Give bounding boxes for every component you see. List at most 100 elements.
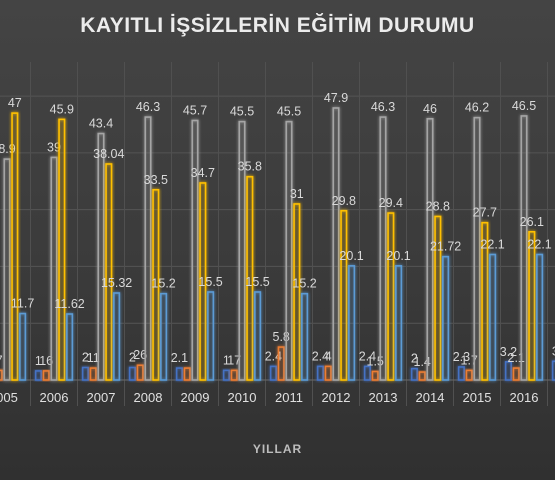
- bar: [230, 369, 238, 381]
- bar: [175, 367, 183, 381]
- data-label: 46.5: [512, 99, 536, 113]
- data-label: 29.4: [379, 196, 403, 210]
- bar: [191, 119, 199, 381]
- data-label: 2: [411, 352, 418, 366]
- bar: [465, 369, 473, 381]
- data-label: 1: [223, 353, 230, 367]
- bar: [113, 292, 121, 381]
- data-label: 20.1: [339, 249, 363, 263]
- bar: [316, 365, 324, 381]
- x-tick-label: 005: [0, 390, 18, 405]
- bar: [254, 291, 262, 381]
- data-label: 2: [129, 351, 136, 365]
- bar: [136, 364, 144, 381]
- x-tick-label: 2016: [510, 390, 539, 405]
- data-label: 45.5: [277, 105, 301, 119]
- data-label: 38.04: [93, 147, 124, 161]
- data-label: 16: [39, 354, 53, 368]
- x-tick-label: 2010: [228, 390, 257, 405]
- bar: [42, 370, 50, 381]
- bar: [277, 346, 285, 381]
- bar: [105, 163, 113, 381]
- data-label: 15.5: [245, 275, 269, 289]
- data-label: 27.7: [473, 206, 497, 220]
- data-label: 8.9: [0, 142, 16, 156]
- bar: [285, 120, 293, 381]
- bar: [97, 132, 105, 381]
- x-tick-label: 2015: [463, 390, 492, 405]
- x-tick-label: 2007: [87, 390, 116, 405]
- x-tick-label: 2006: [40, 390, 69, 405]
- data-label: 5.8: [273, 330, 290, 344]
- bar: [293, 203, 301, 381]
- data-label: 33.5: [144, 173, 168, 187]
- bar: [551, 360, 555, 381]
- bar: [0, 369, 3, 381]
- x-tick-label: 2009: [181, 390, 210, 405]
- bar: [11, 112, 19, 381]
- data-label: 17: [227, 353, 241, 367]
- data-label: 26: [133, 348, 147, 362]
- bar: [66, 313, 74, 381]
- data-label: 47: [8, 96, 22, 110]
- bar: [457, 366, 465, 381]
- data-label: 39: [47, 140, 61, 154]
- chart-title: KAYITLI İŞSİZLERİN EĞİTİM DURUMU: [80, 14, 475, 37]
- bar: [473, 116, 481, 381]
- bar: [3, 158, 11, 381]
- data-label: 2.4: [265, 349, 282, 363]
- bar: [410, 367, 418, 381]
- bar: [160, 292, 168, 381]
- x-axis-title: YILLAR: [252, 442, 303, 456]
- data-label: 28.8: [426, 199, 450, 213]
- data-label: 1.7: [461, 353, 478, 367]
- data-label: 47.9: [324, 91, 348, 105]
- data-label: 20.1: [386, 249, 410, 263]
- bar: [58, 118, 66, 381]
- bar: [434, 215, 442, 381]
- x-tick-label: 2012: [322, 390, 351, 405]
- data-label: 1: [35, 354, 42, 368]
- data-label: 3.2: [500, 345, 517, 359]
- data-label: 21.72: [430, 240, 461, 254]
- bar: [504, 361, 512, 381]
- data-label: 35.8: [238, 160, 262, 174]
- data-label: 4: [325, 349, 332, 363]
- x-tick-label: 2008: [134, 390, 163, 405]
- bar: [395, 265, 403, 381]
- data-label: 2.1: [171, 351, 188, 365]
- bar: [207, 291, 215, 381]
- bar: [128, 366, 136, 381]
- bar: [387, 212, 395, 381]
- bar: [520, 115, 528, 381]
- bar: [536, 253, 544, 381]
- bar: [199, 182, 207, 381]
- bar: [246, 175, 254, 381]
- bar: [418, 371, 426, 381]
- data-label: 11.62: [54, 297, 84, 311]
- data-label: 11: [87, 351, 100, 365]
- bar: [222, 369, 230, 381]
- data-label: 1.4: [414, 355, 431, 369]
- data-label: 1.5: [367, 354, 384, 368]
- bar: [301, 292, 309, 381]
- bar: [81, 366, 89, 381]
- bar: [442, 255, 450, 381]
- bar: [269, 365, 277, 381]
- bar: [363, 365, 371, 381]
- bar: [426, 117, 434, 381]
- bar: [324, 365, 332, 381]
- data-label: 29.8: [332, 194, 356, 208]
- bar: [34, 370, 42, 381]
- bar: [144, 116, 152, 381]
- data-label: 2: [82, 351, 89, 365]
- data-label: 46.3: [371, 100, 395, 114]
- bar: [528, 230, 536, 381]
- bar: [50, 156, 58, 381]
- bar: [19, 312, 27, 381]
- data-label: 2.4: [312, 349, 329, 363]
- bar: [348, 265, 356, 381]
- data-label: 22.1: [527, 238, 551, 252]
- bar: [512, 367, 520, 381]
